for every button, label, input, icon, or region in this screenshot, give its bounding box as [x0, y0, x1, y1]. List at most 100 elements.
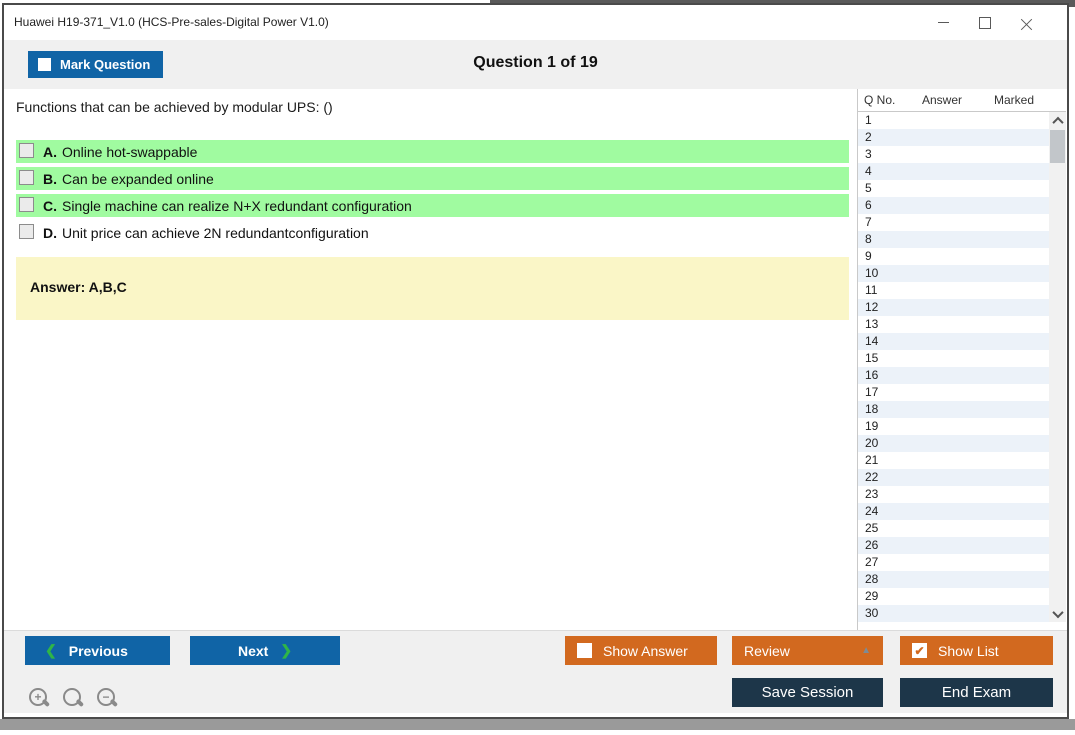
question-number: 17	[865, 385, 879, 399]
close-button[interactable]	[1013, 9, 1041, 37]
content-area: Functions that can be achieved by modula…	[4, 89, 1067, 630]
window-controls	[929, 5, 1041, 40]
question-number: 30	[865, 606, 879, 620]
mark-question-checkbox-icon	[38, 58, 51, 71]
show-answer-button[interactable]: Show Answer	[565, 636, 717, 665]
window-title: Huawei H19-371_V1.0 (HCS-Pre-sales-Digit…	[14, 15, 329, 29]
column-header-marked: Marked	[994, 93, 1035, 107]
question-list-row[interactable]: 13	[858, 316, 1049, 333]
option-d-letter: D.	[43, 224, 57, 241]
question-number: 29	[865, 589, 879, 603]
mark-question-button[interactable]: Mark Question	[28, 51, 163, 78]
question-list-row[interactable]: 4	[858, 163, 1049, 180]
show-list-label: Show List	[938, 642, 999, 659]
question-list-row[interactable]: 17	[858, 384, 1049, 401]
option-a-letter: A.	[43, 143, 57, 160]
question-list-row[interactable]: 1	[858, 112, 1049, 129]
option-c-checkbox[interactable]	[19, 197, 34, 212]
option-c-text: Single machine can realize N+X redundant…	[62, 197, 412, 214]
question-list-row[interactable]: 21	[858, 452, 1049, 469]
question-list-row[interactable]: 5	[858, 180, 1049, 197]
review-button[interactable]: Review ▲	[732, 636, 883, 665]
magnifier-handle	[75, 698, 85, 707]
magnifier-icon	[63, 688, 81, 706]
question-number: 12	[865, 300, 879, 314]
question-list-row[interactable]: 15	[858, 350, 1049, 367]
option-d-checkbox[interactable]	[19, 224, 34, 239]
question-number: 1	[865, 113, 872, 127]
question-list-row[interactable]: 23	[858, 486, 1049, 503]
question-list-row[interactable]: 8	[858, 231, 1049, 248]
chevron-left-icon: ❮	[45, 642, 57, 658]
question-list-row[interactable]: 25	[858, 520, 1049, 537]
option-b-text: Can be expanded online	[62, 170, 214, 187]
question-list-row[interactable]: 26	[858, 537, 1049, 554]
question-list-row[interactable]: 24	[858, 503, 1049, 520]
scroll-down-button[interactable]	[1049, 605, 1066, 622]
question-list-row[interactable]: 27	[858, 554, 1049, 571]
minimize-button[interactable]	[929, 9, 957, 37]
option-a-text: Online hot-swappable	[62, 143, 198, 160]
question-list-row[interactable]: 11	[858, 282, 1049, 299]
close-icon	[1021, 17, 1033, 29]
minimize-icon	[937, 22, 949, 23]
question-list-row[interactable]: 19	[858, 418, 1049, 435]
question-list-row[interactable]: 28	[858, 571, 1049, 588]
question-list-row[interactable]: 18	[858, 401, 1049, 418]
zoom-reset-button[interactable]	[62, 687, 86, 711]
show-answer-label: Show Answer	[603, 642, 688, 659]
review-label: Review	[744, 642, 790, 659]
question-list-row[interactable]: 10	[858, 265, 1049, 282]
question-list-row[interactable]: 3	[858, 146, 1049, 163]
question-list-sidebar: Q No. Answer Marked 1 2 3 4 5 6 7 8 9 10 11 12 13 14 1…	[857, 89, 1066, 630]
maximize-icon	[979, 16, 991, 29]
question-panel: Functions that can be achieved by modula…	[4, 89, 856, 630]
zoom-out-button[interactable]: −	[96, 687, 120, 711]
question-number: 19	[865, 419, 879, 433]
question-list-row[interactable]: 22	[858, 469, 1049, 486]
question-list-row[interactable]: 6	[858, 197, 1049, 214]
option-row-a[interactable]: A. Online hot-swappable	[16, 140, 849, 163]
maximize-button[interactable]	[971, 9, 999, 37]
question-list-header: Q No. Answer Marked	[858, 89, 1066, 112]
question-list-row[interactable]: 14	[858, 333, 1049, 350]
question-number: 14	[865, 334, 879, 348]
question-list-scrollbar[interactable]	[1049, 112, 1066, 622]
mark-question-label: Mark Question	[60, 57, 151, 72]
question-number: 3	[865, 147, 872, 161]
show-list-button[interactable]: ✔ Show List	[900, 636, 1053, 665]
exam-window: Huawei H19-371_V1.0 (HCS-Pre-sales-Digit…	[2, 3, 1069, 719]
question-list-row[interactable]: 12	[858, 299, 1049, 316]
zoom-in-button[interactable]: +	[28, 687, 52, 711]
show-answer-checkbox-icon	[577, 643, 592, 658]
question-number: 27	[865, 555, 879, 569]
option-b-checkbox[interactable]	[19, 170, 34, 185]
question-number: 9	[865, 249, 872, 263]
question-number: 16	[865, 368, 879, 382]
question-number: 6	[865, 198, 872, 212]
question-list-row[interactable]: 16	[858, 367, 1049, 384]
question-number: 24	[865, 504, 879, 518]
question-list-row[interactable]: 2	[858, 129, 1049, 146]
end-exam-button[interactable]: End Exam	[900, 678, 1053, 707]
option-row-c[interactable]: C. Single machine can realize N+X redund…	[16, 194, 849, 217]
question-list-row[interactable]: 30	[858, 605, 1049, 622]
scrollbar-thumb[interactable]	[1050, 130, 1065, 163]
previous-button[interactable]: ❮ Previous	[25, 636, 170, 665]
zoom-out-icon: −	[97, 688, 115, 706]
option-row-b[interactable]: B. Can be expanded online	[16, 167, 849, 190]
question-number: 8	[865, 232, 872, 246]
option-d-text: Unit price can achieve 2N redundantconfi…	[62, 224, 369, 241]
question-list-row[interactable]: 9	[858, 248, 1049, 265]
question-list-row[interactable]: 7	[858, 214, 1049, 231]
next-button[interactable]: Next ❯	[190, 636, 340, 665]
save-session-button[interactable]: Save Session	[732, 678, 883, 707]
chevron-right-icon: ❯	[280, 642, 293, 658]
question-number: 22	[865, 470, 879, 484]
option-a-checkbox[interactable]	[19, 143, 34, 158]
question-list-row[interactable]: 29	[858, 588, 1049, 605]
option-row-d[interactable]: D. Unit price can achieve 2N redundantco…	[16, 221, 849, 244]
question-list-row[interactable]: 20	[858, 435, 1049, 452]
title-bar: Huawei H19-371_V1.0 (HCS-Pre-sales-Digit…	[4, 5, 1067, 40]
scroll-up-button[interactable]	[1049, 112, 1066, 129]
